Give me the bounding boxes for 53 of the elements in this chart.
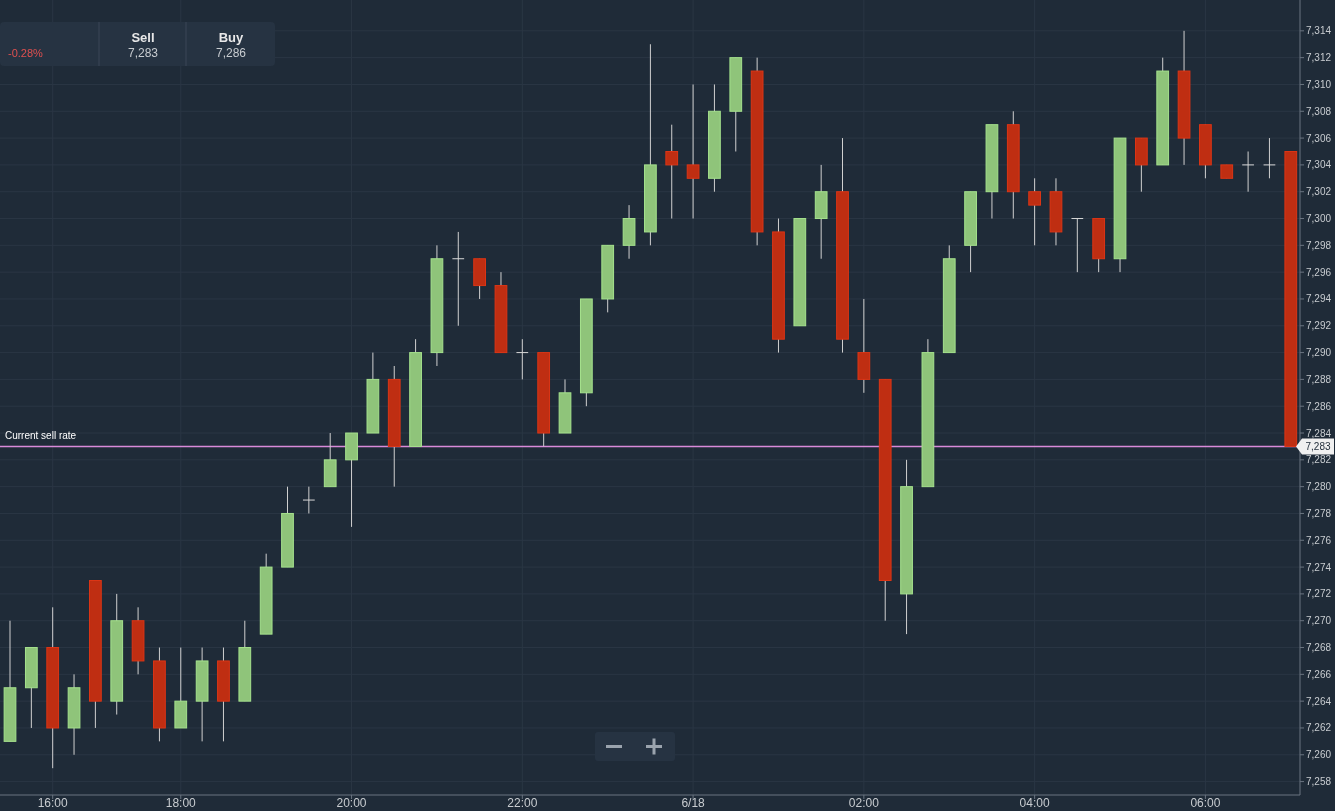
y-tick-label: 7,278 xyxy=(1306,507,1332,519)
y-tick-label: 7,260 xyxy=(1306,749,1332,761)
x-tick-label: 06:00 xyxy=(1190,796,1221,810)
candlestick xyxy=(665,124,679,220)
annotation: 7,286 xyxy=(215,46,247,60)
y-tick-label: 7,310 xyxy=(1306,78,1332,90)
y-tick-label: 7,298 xyxy=(1306,239,1332,251)
y-tick-label: 7,294 xyxy=(1306,293,1332,305)
y-tick-label: 7,304 xyxy=(1306,159,1332,171)
text: 7,283 xyxy=(1305,440,1331,452)
y-tick-label: 7,264 xyxy=(1306,695,1332,707)
candlestick xyxy=(302,486,316,514)
candlestick xyxy=(1028,177,1041,246)
y-tick-label: 7,302 xyxy=(1306,186,1332,198)
x-tick-label: 16:00 xyxy=(37,796,69,810)
y-tick-label: 7,272 xyxy=(1306,588,1332,600)
y-tick-label: 7,314 xyxy=(1306,25,1332,37)
y-tick-label: 7,266 xyxy=(1306,668,1332,680)
y-tick-label: 7,268 xyxy=(1306,642,1332,654)
candlestick xyxy=(1263,137,1276,179)
y-tick-label: 7,292 xyxy=(1306,320,1332,332)
x-tick-label: 22:00 xyxy=(507,796,538,810)
y-tick-label: 7,258 xyxy=(1306,776,1332,788)
y-tick-label: 7,274 xyxy=(1306,561,1332,573)
y-tick-label: 7,306 xyxy=(1306,132,1332,144)
candlestick xyxy=(686,83,700,220)
x-tick-label: 02:00 xyxy=(848,796,880,810)
y-tick-label: 7,286 xyxy=(1306,400,1332,412)
y-tick-label: 7,270 xyxy=(1306,615,1332,627)
y-tick-label: 7,276 xyxy=(1306,534,1332,546)
candlestick xyxy=(1241,150,1255,193)
y-tick-label: 7,280 xyxy=(1306,481,1332,493)
x-tick-label: 18:00 xyxy=(165,796,197,810)
candlestick xyxy=(515,338,529,380)
x-tick-label: 04:00 xyxy=(1019,796,1050,810)
annotation: -0.28% xyxy=(8,47,44,59)
x-tick-label: 6/18 xyxy=(681,796,706,810)
candlestick xyxy=(451,231,465,327)
y-tick-label: 7,312 xyxy=(1306,52,1332,64)
y-tick-label: 7,300 xyxy=(1306,213,1332,225)
x-tick-label: 20:00 xyxy=(336,796,367,810)
y-tick-label: 7,296 xyxy=(1306,266,1332,278)
annotation: 7,283 xyxy=(127,46,159,60)
annotation: Sell xyxy=(131,30,155,45)
annotation: Buy xyxy=(218,30,245,45)
y-tick-label: 7,288 xyxy=(1306,373,1332,385)
y-tick-label: 7,282 xyxy=(1306,454,1332,466)
y-tick-label: 7,290 xyxy=(1306,347,1332,359)
ref-line-label: Current sell rate xyxy=(5,430,77,442)
candlestick xyxy=(1070,218,1084,273)
y-tick-label: 7,308 xyxy=(1306,105,1332,117)
y-tick-label: 7,284 xyxy=(1306,427,1332,439)
y-tick-label: 7,262 xyxy=(1306,722,1332,734)
